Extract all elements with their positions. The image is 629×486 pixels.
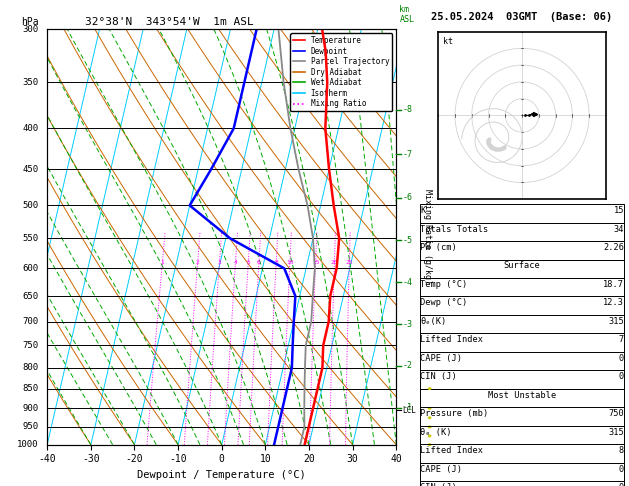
Text: Dewp (°C): Dewp (°C): [420, 298, 467, 308]
Text: 1: 1: [160, 260, 164, 265]
Text: θₑ (K): θₑ (K): [420, 428, 452, 437]
Text: CAPE (J): CAPE (J): [420, 465, 462, 474]
Text: Totals Totals: Totals Totals: [420, 225, 489, 234]
Text: 3: 3: [218, 260, 221, 265]
Text: 350: 350: [22, 78, 38, 87]
Text: 950: 950: [22, 422, 38, 432]
Text: Pressure (mb): Pressure (mb): [420, 409, 489, 418]
Text: kt: kt: [443, 36, 454, 46]
Text: -4: -4: [403, 278, 413, 287]
Text: -7: -7: [403, 150, 413, 159]
Text: Surface: Surface: [504, 261, 540, 271]
Text: CIN (J): CIN (J): [420, 483, 457, 486]
Text: 450: 450: [22, 165, 38, 174]
Text: 7: 7: [619, 335, 624, 345]
Text: 600: 600: [22, 264, 38, 273]
Text: PW (cm): PW (cm): [420, 243, 457, 252]
Text: 300: 300: [22, 25, 38, 34]
Text: 2: 2: [196, 260, 199, 265]
Text: CIN (J): CIN (J): [420, 372, 457, 382]
Text: 500: 500: [22, 201, 38, 210]
Text: -2: -2: [403, 361, 413, 370]
Text: LCL: LCL: [403, 406, 416, 415]
Text: 550: 550: [22, 234, 38, 243]
Text: 315: 315: [608, 428, 624, 437]
X-axis label: Dewpoint / Temperature (°C): Dewpoint / Temperature (°C): [137, 470, 306, 480]
Text: 15: 15: [613, 206, 624, 215]
Text: 10: 10: [286, 260, 294, 265]
Text: 34: 34: [613, 225, 624, 234]
Text: Lifted Index: Lifted Index: [420, 446, 483, 455]
Text: 315: 315: [608, 317, 624, 326]
Text: 8: 8: [274, 260, 278, 265]
Text: Mixing Ratio (g/kg): Mixing Ratio (g/kg): [423, 190, 432, 284]
Text: Temp (°C): Temp (°C): [420, 280, 467, 289]
Legend: Temperature, Dewpoint, Parcel Trajectory, Dry Adiabat, Wet Adiabat, Isotherm, Mi: Temperature, Dewpoint, Parcel Trajectory…: [290, 33, 392, 111]
Text: 750: 750: [608, 409, 624, 418]
Text: K: K: [420, 206, 425, 215]
Text: hPa: hPa: [21, 17, 38, 27]
Text: 12.3: 12.3: [603, 298, 624, 308]
Text: θₑ(K): θₑ(K): [420, 317, 447, 326]
Text: 0: 0: [619, 372, 624, 382]
Text: 0: 0: [619, 465, 624, 474]
Text: 8: 8: [619, 446, 624, 455]
Text: 5: 5: [247, 260, 250, 265]
Text: 800: 800: [22, 363, 38, 372]
Text: 20: 20: [331, 260, 338, 265]
Text: 650: 650: [22, 292, 38, 300]
Text: 900: 900: [22, 404, 38, 413]
Text: 6: 6: [257, 260, 261, 265]
Text: 2.26: 2.26: [603, 243, 624, 252]
Text: -5: -5: [403, 236, 413, 245]
Text: Most Unstable: Most Unstable: [488, 391, 556, 400]
Text: 400: 400: [22, 124, 38, 133]
Text: 850: 850: [22, 384, 38, 393]
Text: -8: -8: [403, 105, 413, 114]
Text: 15: 15: [312, 260, 320, 265]
Text: 700: 700: [22, 317, 38, 326]
Text: CAPE (J): CAPE (J): [420, 354, 462, 363]
Text: 4: 4: [233, 260, 237, 265]
Text: 1000: 1000: [17, 440, 38, 449]
Text: 25.05.2024  03GMT  (Base: 06): 25.05.2024 03GMT (Base: 06): [431, 12, 613, 22]
Text: -1: -1: [403, 403, 413, 412]
Text: 0: 0: [619, 354, 624, 363]
Text: 25: 25: [345, 260, 353, 265]
Text: -3: -3: [403, 320, 413, 329]
Text: 18.7: 18.7: [603, 280, 624, 289]
Text: 32°38'N  343°54'W  1m ASL: 32°38'N 343°54'W 1m ASL: [85, 17, 253, 27]
Text: -6: -6: [403, 193, 413, 202]
Text: 750: 750: [22, 341, 38, 350]
Text: 0: 0: [619, 483, 624, 486]
Text: km
ASL: km ASL: [399, 5, 415, 24]
Text: Lifted Index: Lifted Index: [420, 335, 483, 345]
